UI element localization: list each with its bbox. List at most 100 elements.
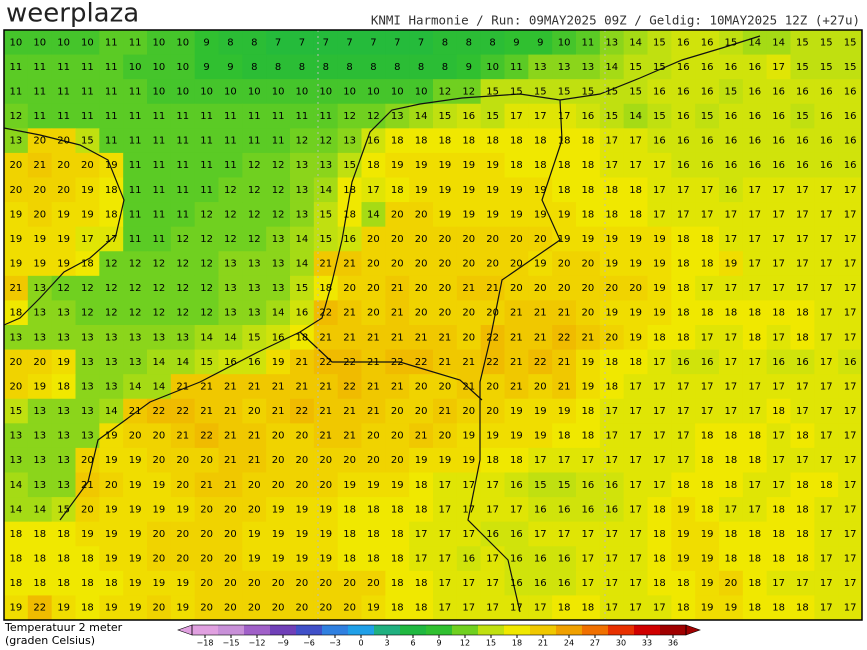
temperature-cell: [4, 202, 29, 228]
temperature-cell: [742, 398, 768, 424]
temperature-cell: [75, 152, 100, 178]
temperature-value: 14: [176, 357, 189, 368]
temperature-cell: [647, 275, 672, 301]
temperature-value: 11: [224, 160, 237, 171]
temperature-value: 16: [224, 357, 237, 368]
temperature-cell: [790, 79, 815, 105]
temperature-value: 15: [796, 37, 809, 48]
colorbar-segment: [452, 625, 479, 635]
temperature-cell: [790, 128, 815, 154]
temperature-value: 10: [415, 86, 428, 97]
temperature-value: 18: [701, 308, 714, 319]
temperature-value: 15: [820, 37, 833, 48]
temperature-cell: [456, 325, 482, 351]
temperature-value: 17: [629, 136, 642, 147]
temperature-value: 20: [462, 308, 475, 319]
temperature-value: 17: [844, 504, 857, 515]
temperature-value: 17: [558, 111, 571, 122]
temperature-value: 20: [248, 504, 261, 515]
temperature-cell: [433, 202, 458, 228]
temperature-value: 19: [129, 603, 142, 614]
temperature-cell: [27, 202, 53, 228]
temperature-value: 16: [796, 160, 809, 171]
temperature-cell: [75, 300, 100, 326]
temperature-value: 16: [582, 504, 595, 515]
temperature-cell: [576, 275, 601, 301]
colorbar-label: 27: [590, 639, 600, 648]
temperature-cell: [194, 497, 219, 523]
temperature-value: 18: [629, 209, 642, 220]
temperature-cell: [766, 177, 791, 203]
temperature-cell: [838, 398, 863, 424]
temperature-value: 17: [439, 554, 452, 565]
temperature-value: 18: [748, 455, 761, 466]
temperature-cell: [290, 275, 315, 301]
temperature-value: 17: [558, 455, 571, 466]
temperature-value: 19: [534, 431, 547, 442]
temperature-value: 17: [105, 234, 118, 245]
temperature-cell: [123, 447, 148, 473]
temperature-cell: [742, 54, 768, 80]
temperature-value: 20: [486, 381, 499, 392]
temperature-value: 12: [153, 259, 166, 270]
temperature-cell: [814, 30, 839, 56]
temperature-cell: [409, 275, 434, 301]
temperature-value: 18: [367, 554, 380, 565]
temperature-value: 12: [105, 259, 118, 270]
temperature-cell: [480, 447, 505, 473]
temperature-value: 13: [605, 37, 618, 48]
temperature-cell: [170, 30, 196, 56]
temperature-cell: [576, 152, 601, 178]
temperature-value: 20: [439, 431, 452, 442]
temperature-value: 17: [820, 234, 833, 245]
temperature-cell: [719, 226, 744, 252]
temperature-cell: [75, 226, 100, 252]
temperature-cell: [552, 300, 577, 326]
temperature-cell: [480, 103, 505, 129]
temperature-value: 13: [57, 308, 70, 319]
temperature-value: 17: [844, 406, 857, 417]
temperature-cell: [4, 349, 29, 375]
temperature-value: 14: [629, 37, 642, 48]
temperature-cell: [170, 226, 196, 252]
temperature-value: 10: [153, 86, 166, 97]
temperature-value: 11: [272, 136, 285, 147]
temperature-value: 12: [296, 136, 309, 147]
temperature-value: 18: [391, 136, 404, 147]
temperature-cell: [528, 251, 553, 277]
temperature-cell: [242, 54, 267, 80]
temperature-value: 19: [653, 234, 666, 245]
temperature-value: 10: [224, 86, 237, 97]
temperature-cell: [147, 103, 172, 129]
temperature-value: 18: [748, 554, 761, 565]
temperature-cell: [456, 54, 482, 80]
temperature-cell: [409, 152, 434, 178]
temperature-value: 16: [534, 504, 547, 515]
temperature-value: 19: [653, 283, 666, 294]
temperature-value: 17: [462, 603, 475, 614]
temperature-value: 19: [272, 529, 285, 540]
temperature-cell: [337, 325, 362, 351]
temperature-value: 18: [391, 603, 404, 614]
temperature-cell: [623, 54, 648, 80]
temperature-value: 12: [200, 283, 213, 294]
temperature-cell: [4, 325, 29, 351]
temperature-value: 16: [820, 111, 833, 122]
temperature-value: 18: [57, 529, 70, 540]
temperature-cell: [695, 251, 720, 277]
temperature-value: 17: [653, 185, 666, 196]
temperature-value: 13: [57, 480, 70, 491]
temperature-cell: [480, 325, 505, 351]
temperature-cell: [361, 202, 386, 228]
temperature-cell: [218, 226, 243, 252]
temperature-value: 18: [367, 504, 380, 515]
colorbar-segment: [634, 625, 661, 635]
temperature-value: 18: [677, 603, 690, 614]
temperature-value: 20: [224, 529, 237, 540]
temperature-value: 11: [129, 136, 142, 147]
temperature-value: 20: [343, 578, 356, 589]
temperature-cell: [194, 30, 219, 56]
temperature-cell: [409, 398, 434, 424]
temperature-value: 20: [582, 308, 595, 319]
temperature-value: 14: [296, 259, 309, 270]
